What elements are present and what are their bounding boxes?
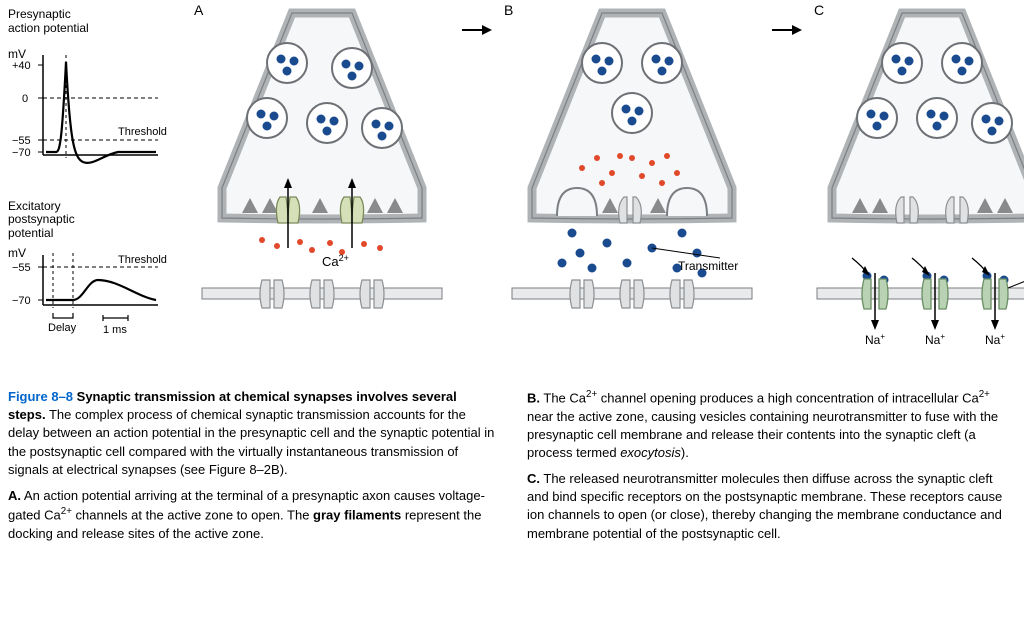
panels-row: A bbox=[192, 8, 1024, 370]
panel-b-svg: Transmitter bbox=[502, 8, 762, 348]
svg-text:−70: −70 bbox=[12, 147, 31, 159]
graph2-svg: mV −55 −70 Threshold Delay bbox=[8, 245, 183, 340]
svg-text:Na+: Na+ bbox=[865, 332, 885, 347]
ca-label: Ca2+ bbox=[322, 253, 349, 269]
caption-left: Figure 8–8 Synaptic transmission at chem… bbox=[8, 388, 497, 543]
svg-text:Na+: Na+ bbox=[985, 332, 1005, 347]
svg-text:Threshold: Threshold bbox=[118, 254, 167, 266]
svg-text:Transmitter: Transmitter bbox=[678, 259, 738, 273]
panel-c: C bbox=[812, 8, 1024, 370]
svg-text:−55: −55 bbox=[12, 135, 31, 147]
svg-text:−70: −70 bbox=[12, 295, 31, 307]
ca-dots bbox=[259, 237, 383, 255]
caption-right: B. The Ca2+ channel opening produces a h… bbox=[527, 388, 1016, 543]
graph2-title: Excitatory postsynaptic potential bbox=[8, 200, 188, 241]
caption: Figure 8–8 Synaptic transmission at chem… bbox=[8, 388, 1016, 543]
panel-a-letter: A bbox=[194, 2, 203, 18]
panel-c-letter: C bbox=[814, 2, 824, 18]
graph-postsynaptic: Excitatory postsynaptic potential mV −55… bbox=[8, 200, 188, 340]
svg-text:Delay: Delay bbox=[48, 322, 77, 334]
graph1-title: Presynaptic action potential bbox=[8, 8, 188, 36]
graph1-svg: mV +40 0 −55 −70 Threshold bbox=[8, 40, 183, 170]
panel-a-svg: Ca2+ bbox=[192, 8, 452, 348]
arrow-bc bbox=[770, 22, 804, 41]
graph1-yunit: mV bbox=[8, 47, 26, 61]
figure-number: Figure 8–8 bbox=[8, 389, 73, 404]
arrow-ab bbox=[460, 22, 494, 41]
panel-a: A bbox=[192, 8, 452, 370]
figure-top: Presynaptic action potential mV +40 0 −5… bbox=[8, 8, 1016, 370]
svg-text:−55: −55 bbox=[12, 262, 31, 274]
panel-c-svg: Na+ Na+ Na+ Presynapticnerveterminal Rec… bbox=[812, 8, 1024, 348]
svg-text:+40: +40 bbox=[12, 60, 31, 72]
svg-text:0: 0 bbox=[22, 93, 28, 105]
graphs-column: Presynaptic action potential mV +40 0 −5… bbox=[8, 8, 188, 370]
svg-text:mV: mV bbox=[8, 246, 26, 260]
graph-presynaptic: Presynaptic action potential mV +40 0 −5… bbox=[8, 8, 188, 170]
svg-text:Na+: Na+ bbox=[925, 332, 945, 347]
panel-b-letter: B bbox=[504, 2, 513, 18]
svg-text:1 ms: 1 ms bbox=[103, 324, 127, 336]
svg-text:Threshold: Threshold bbox=[118, 126, 167, 138]
panel-b: B bbox=[502, 8, 762, 370]
